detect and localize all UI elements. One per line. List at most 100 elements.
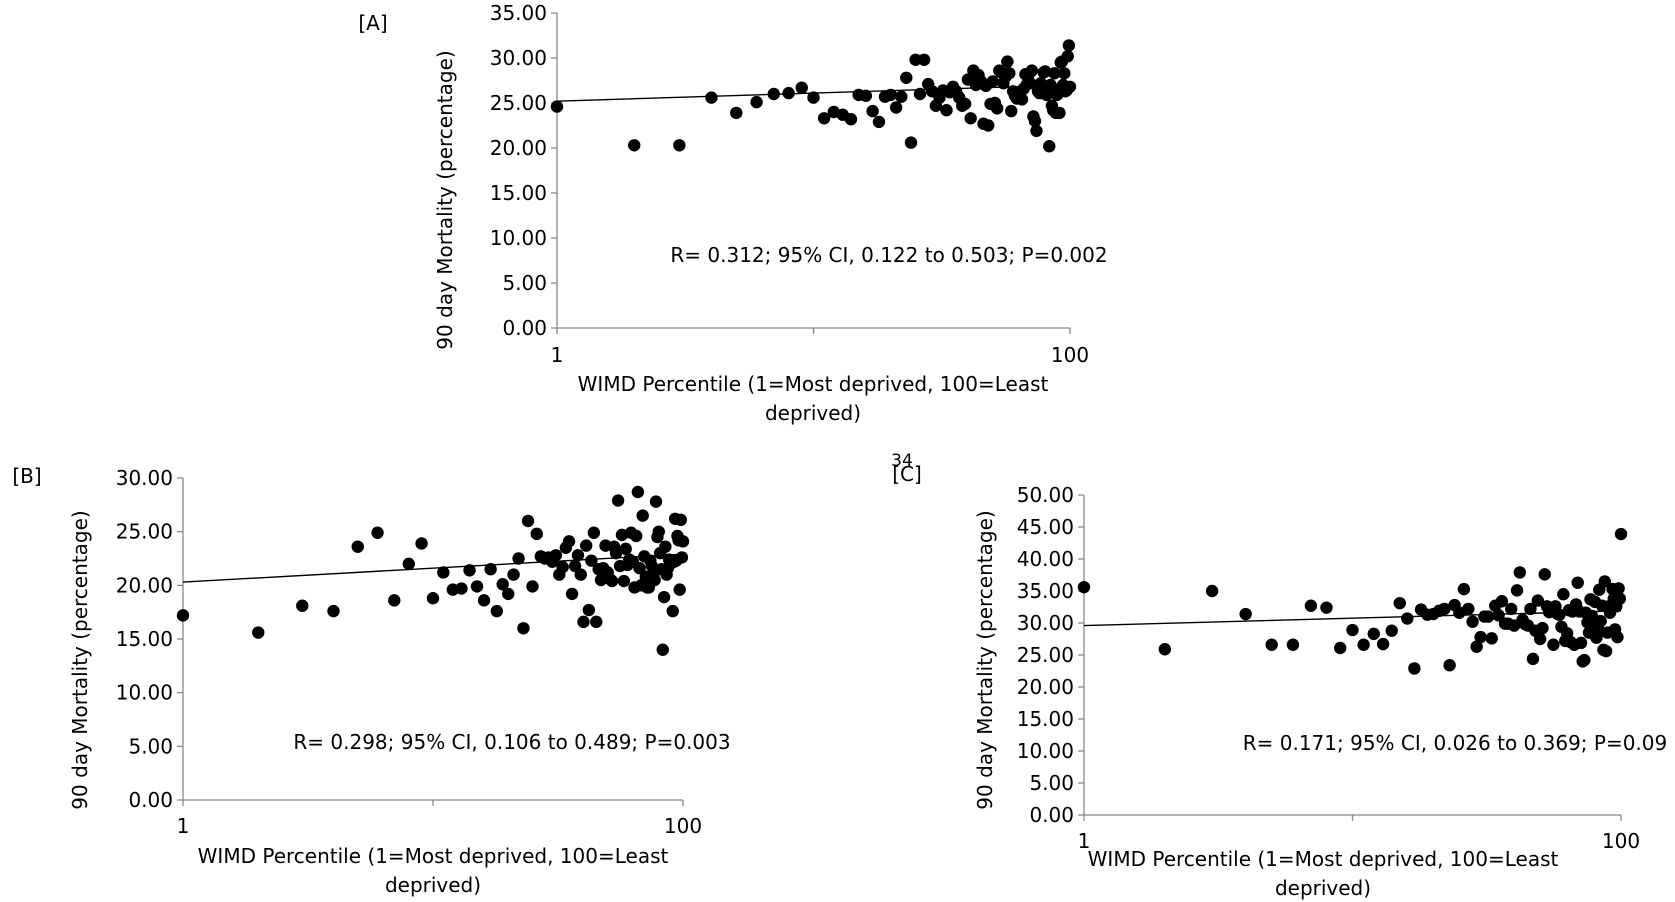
y-tick-label: 5.00 (128, 734, 173, 758)
data-point (866, 104, 879, 118)
data-point (1053, 106, 1066, 120)
data-point (659, 540, 672, 553)
data-point (463, 564, 476, 577)
data-point (1553, 608, 1566, 621)
y-axis-label: 90 day Mortality (percentage) (68, 510, 92, 809)
data-point (1061, 50, 1074, 63)
data-point (633, 561, 646, 575)
y-tick-label: 15.00 (116, 627, 173, 651)
data-point (795, 81, 808, 94)
data-point (1320, 601, 1333, 614)
data-point (1304, 599, 1318, 612)
data-point (530, 527, 543, 541)
x-axis-label: WIMD Percentile (1=Most deprived, 100=Le… (578, 372, 1049, 396)
data-point (958, 97, 972, 111)
data-point (176, 609, 190, 622)
data-point (1003, 67, 1016, 80)
data-point (859, 89, 873, 103)
data-point (964, 112, 977, 125)
stats-annotation: R= 0.298; 95% CI, 0.106 to 0.489; P=0.00… (293, 730, 730, 754)
data-point (521, 514, 535, 528)
data-point (1457, 582, 1471, 596)
data-point (986, 75, 999, 88)
y-tick-label: 25.00 (490, 91, 547, 115)
data-point (656, 643, 669, 656)
chart-panel-c: [C] 0.00 5.00 10.00 15.00 20.00 25.00 30.00 35.0… (892, 462, 1667, 900)
data-point (844, 113, 858, 126)
data-point (652, 525, 665, 538)
data-point (1030, 124, 1043, 138)
data-point (631, 485, 645, 499)
data-point (617, 574, 631, 588)
data-point (1062, 39, 1076, 52)
data-point (1495, 595, 1509, 608)
data-point (675, 551, 689, 564)
x-tick-label: 100 (664, 814, 702, 838)
data-point (507, 568, 520, 581)
data-point (1466, 615, 1479, 628)
y-axis-label: 90 day Mortality (percentage) (433, 50, 457, 349)
data-point (636, 509, 649, 522)
data-point (917, 53, 931, 66)
data-point (750, 95, 763, 109)
chart-panel-a: [A] 0.00 5.00 10.00 15.00 20.00 25.00 30.00 35.0… (358, 1, 1107, 425)
y-tick-label: 20.00 (116, 573, 173, 597)
panel-label: [B] (12, 464, 41, 488)
data-point (666, 604, 679, 618)
data-point (817, 112, 831, 125)
data-point (402, 557, 415, 571)
data-point (1598, 575, 1611, 588)
data-point (496, 578, 509, 591)
data-point (579, 539, 593, 552)
data-point (577, 615, 590, 629)
data-point (371, 526, 384, 539)
data-point (1614, 527, 1628, 541)
y-tick-label: 35.00 (490, 1, 547, 25)
data-point (940, 104, 953, 117)
data-point (296, 599, 309, 612)
x-tick-label: 1 (551, 343, 564, 367)
x-tick-label: 100 (1602, 829, 1640, 853)
data-point (1025, 64, 1039, 77)
y-tick-label: 30.00 (1017, 611, 1074, 635)
data-point (872, 115, 886, 129)
data-point (1547, 638, 1560, 651)
y-tick-label: 10.00 (1017, 739, 1074, 763)
x-tick-label: 1 (177, 814, 190, 838)
data-point (1376, 637, 1390, 651)
data-point (585, 554, 598, 567)
data-point (1286, 638, 1300, 651)
data-point (512, 552, 525, 565)
data-point (571, 549, 585, 562)
data-point (1063, 80, 1077, 94)
data-point (1538, 568, 1551, 581)
data-point (1578, 653, 1591, 667)
data-point (645, 559, 658, 573)
stats-annotation: R= 0.171; 95% CI, 0.026 to 0.369; P=0.09 (1243, 731, 1668, 755)
data-point (782, 86, 795, 100)
data-point (982, 119, 995, 132)
data-point (351, 540, 364, 553)
data-point (437, 566, 450, 579)
data-point (574, 568, 587, 581)
x-axis-label: WIMD Percentile (1=Most deprived, 100=Le… (1088, 847, 1559, 871)
data-point (609, 546, 623, 560)
data-point (1481, 610, 1495, 623)
y-axis-label: 90 day Mortality (percentage) (973, 510, 997, 809)
data-point (1158, 643, 1172, 656)
data-point (1058, 67, 1071, 80)
y-tick-label: 10.00 (116, 681, 173, 705)
data-point (630, 529, 643, 543)
trendline (1083, 610, 1622, 627)
data-point (490, 604, 504, 618)
data-point (611, 494, 625, 507)
y-tick-label: 20.00 (1017, 675, 1074, 699)
page-number: 34 (891, 451, 913, 471)
data-point (673, 583, 686, 596)
data-point (556, 560, 569, 574)
data-point (1043, 140, 1056, 153)
data-point (1613, 592, 1627, 605)
y-tick-label: 50.00 (1017, 483, 1074, 507)
data-point (590, 615, 603, 629)
data-point (1505, 602, 1518, 616)
